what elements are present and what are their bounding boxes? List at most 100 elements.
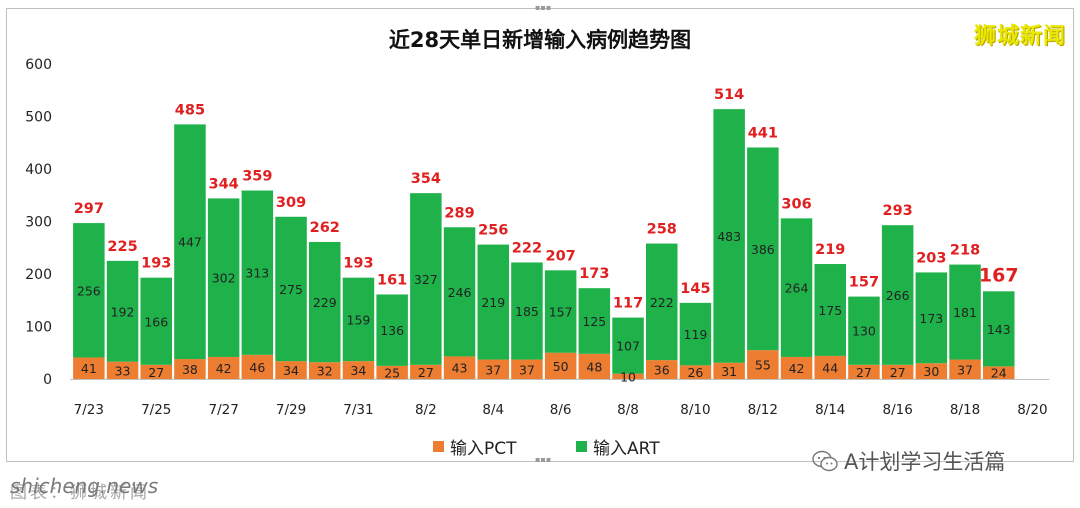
bar-art <box>342 277 375 362</box>
data-label-art: 386 <box>751 242 775 257</box>
x-tick-label: 7/23 <box>74 402 104 418</box>
data-label-total: 203 <box>916 250 946 266</box>
data-label-art: 125 <box>582 314 606 329</box>
legend-item-pct: 输入PCT <box>433 434 517 459</box>
bar-pct <box>780 356 813 379</box>
data-label-pct: 27 <box>890 365 906 380</box>
bar-pct <box>544 352 577 379</box>
bar-pct <box>410 364 442 379</box>
data-label-art: 447 <box>178 235 202 250</box>
data-label-total: 222 <box>512 240 542 256</box>
bar-art <box>780 218 813 357</box>
data-label-art: 222 <box>650 295 674 310</box>
legend-label-pct: 输入PCT <box>450 439 517 459</box>
bar-pct <box>747 350 779 379</box>
brand-logo: 狮城新闻 <box>973 24 1066 49</box>
bar-pct <box>915 363 948 379</box>
bar-pct <box>646 360 678 379</box>
bar-art <box>443 227 476 357</box>
data-label-pct: 55 <box>755 358 771 373</box>
wechat-icon <box>812 450 838 472</box>
bar-art <box>174 124 206 360</box>
data-label-total: 256 <box>478 223 508 239</box>
data-label-total: 354 <box>411 171 441 187</box>
data-label-total: 344 <box>209 176 239 192</box>
data-label-total: 193 <box>343 256 373 272</box>
bar-art <box>578 288 611 354</box>
bar-pct <box>342 361 375 379</box>
data-label-pct: 27 <box>148 365 164 380</box>
bar-pct <box>376 365 408 379</box>
bar-pct <box>309 362 341 379</box>
data-label-art: 173 <box>919 311 943 326</box>
data-label-total: 359 <box>242 169 272 185</box>
data-label-art: 275 <box>279 282 303 297</box>
data-label-art: 246 <box>448 285 472 300</box>
bar-pct <box>713 362 745 379</box>
site-watermark: shicheng.news <box>10 474 159 498</box>
data-label-art: 136 <box>380 323 404 338</box>
source-watermark: 图表：狮城新闻 <box>10 483 150 503</box>
chart-legend: 输入PCT 输入ART <box>0 434 1080 459</box>
bar-pct <box>477 359 509 379</box>
data-label-pct: 46 <box>249 360 265 375</box>
data-label-total: 289 <box>444 205 474 221</box>
data-label-pct: 24 <box>991 366 1007 381</box>
bar-art <box>207 198 240 357</box>
bar-pct <box>612 373 644 379</box>
legend-swatch-art <box>576 441 587 452</box>
wechat-account: A计划学习生活篇 <box>812 446 1005 476</box>
bar-art <box>376 294 408 366</box>
bar-pct <box>106 361 139 379</box>
data-label-art: 143 <box>987 322 1011 337</box>
x-tick-label: 8/16 <box>882 402 912 418</box>
data-label-art: 130 <box>852 324 876 339</box>
bar-art <box>410 193 442 365</box>
bar-art <box>511 262 543 360</box>
bar-art <box>747 147 779 351</box>
bar-pct <box>814 355 846 379</box>
y-tick-label: 0 <box>43 372 52 388</box>
bar-art <box>612 317 644 374</box>
data-label-total: 145 <box>680 281 710 297</box>
data-label-art: 302 <box>212 271 236 286</box>
data-label-pct: 33 <box>115 363 131 378</box>
bar-art <box>275 216 307 362</box>
bar-pct <box>848 364 880 379</box>
legend-item-art: 输入ART <box>576 434 660 459</box>
data-label-art: 175 <box>818 303 842 318</box>
bar-pct <box>881 364 914 379</box>
x-tick-label: 8/8 <box>617 402 639 418</box>
data-label-art: 159 <box>347 312 371 327</box>
data-label-art: 185 <box>515 304 539 319</box>
data-label-total: 219 <box>815 242 845 258</box>
data-label-pct: 37 <box>957 362 973 377</box>
bar-art <box>848 296 880 365</box>
data-label-art: 256 <box>77 283 101 298</box>
data-label-pct: 31 <box>721 364 737 379</box>
bar-pct <box>679 365 712 379</box>
data-label-total: 309 <box>276 195 306 211</box>
bar-art <box>915 272 948 364</box>
data-label-total: 218 <box>950 243 980 259</box>
data-label-art: 313 <box>245 266 269 281</box>
x-tick-label: 8/18 <box>950 402 980 418</box>
wechat-label: A计划学习生活篇 <box>844 450 1006 474</box>
data-label-total: 161 <box>377 272 407 288</box>
resize-handle-bottom[interactable]: ▪▪▪ <box>535 455 552 464</box>
bar-art <box>241 190 274 355</box>
data-label-pct: 42 <box>216 361 232 376</box>
bar-art <box>646 243 678 361</box>
data-label-pct: 32 <box>317 364 333 379</box>
data-label-total: 258 <box>647 222 677 238</box>
data-label-total: 297 <box>74 201 104 217</box>
x-tick-label: 8/20 <box>1017 402 1047 418</box>
y-tick-label: 200 <box>25 267 52 283</box>
data-label-art: 219 <box>481 295 505 310</box>
data-label-pct: 26 <box>687 365 703 380</box>
bar-art <box>477 244 509 360</box>
x-tick-label: 8/4 <box>482 402 504 418</box>
resize-handle-top[interactable]: ▪▪▪ <box>535 3 552 12</box>
x-tick-label: 8/14 <box>815 402 845 418</box>
data-label-pct: 10 <box>620 369 636 384</box>
